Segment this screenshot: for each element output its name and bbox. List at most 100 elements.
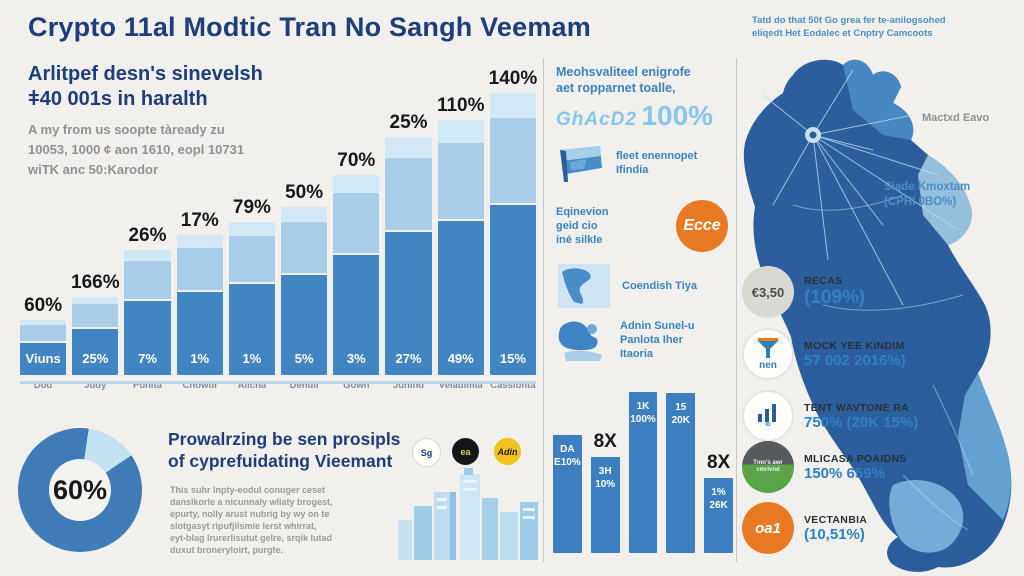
- middle-item-line: Itaoria: [620, 348, 654, 360]
- script-word: GhAcD2: [556, 109, 637, 130]
- stat-label: RECAS: [804, 275, 843, 287]
- badge-text: €3,50: [751, 284, 785, 300]
- main-chart-bar: 25% 27% Junind: [385, 112, 432, 398]
- header-note-line: Tatd do that 50t Go grea fer te-anilogso…: [752, 15, 946, 26]
- map-label-line: (CPHI 0BO%): [884, 196, 957, 208]
- bar-inner-label: 1%: [242, 351, 262, 366]
- bar-column: 15%: [489, 93, 537, 375]
- bar-inner-label: Viuns: [25, 351, 61, 366]
- bar-x-label: Ponita: [132, 380, 163, 391]
- logo-text: ea: [460, 446, 471, 457]
- bar-top-label: 25%: [389, 112, 428, 133]
- middle-item: Adnin Sunel-u Panlota Iher Itaoria: [554, 315, 730, 365]
- middle-item-line: Coendish Tiya: [622, 280, 697, 292]
- main-chart-bar: 140% 15% Cassiohta: [489, 68, 538, 398]
- stat-value: 57 002 2016%): [804, 351, 906, 369]
- middle-item: fleet enennopet Ifindia: [556, 142, 728, 184]
- left-body-line: wiTK anc 50:Karodor: [28, 162, 159, 177]
- left-heading-line: ǂ40 001s in haralth: [28, 88, 208, 110]
- badge-text: oa1: [755, 519, 781, 537]
- logo-text: Adin: [497, 446, 518, 457]
- bar-inner-label: 15%: [499, 351, 526, 366]
- network-lines: [762, 69, 959, 306]
- middle-item: Eqinevion geid cio iné silkle Ecce: [556, 200, 728, 252]
- map-label-line: Siade Kmoxtam: [884, 181, 971, 193]
- bar-column: 27%: [385, 137, 432, 375]
- province-borders: [792, 194, 974, 531]
- bar-column: 1% 26K: [704, 478, 733, 553]
- map-label-top: Mactxd Eavo: [922, 112, 990, 124]
- map-region-icon: [558, 264, 610, 308]
- stat-label: TENT WAVTONE RA: [804, 401, 910, 414]
- logo-text: Sg: [420, 447, 433, 458]
- bar-top-label: 166%: [71, 272, 120, 293]
- bottom-body-text: This suhr lnpty-eodul conuger ceset dans…: [170, 484, 333, 556]
- bottom-heading-line: Prowalrzing be sen prosipls: [168, 429, 401, 449]
- bar-column: 25%: [72, 297, 119, 375]
- middle-item-line: Panlota Iher: [620, 334, 683, 346]
- bar-column: 7%: [124, 250, 171, 375]
- bars-badge: Ib: [742, 390, 794, 442]
- donut-center-value: 60%: [49, 459, 111, 521]
- mini-bar-chart: DA E10% 8X 3H 10% 1K 100% 15 20K 8X 1% 26K: [550, 383, 736, 553]
- middle-big-stat: GhAcD2 100%: [556, 100, 713, 132]
- bar-x-label: Gowh: [343, 380, 370, 391]
- bar-inner-label: 10%: [595, 479, 616, 490]
- main-chart-bar: 17% 1% Chowtil: [176, 210, 223, 398]
- ecce-badge: Ecce: [676, 200, 728, 252]
- left-heading-line: Arlitpef desn's sinevelsh: [28, 63, 263, 85]
- bottom-heading-line: of cyprefuidating Vieemant: [168, 451, 393, 471]
- main-chart-bar: 70% 3% Gowh: [333, 150, 380, 398]
- bar-top-label: 60%: [24, 295, 63, 316]
- bar-top-label: 110%: [436, 95, 485, 116]
- multiplier-callout: 8X: [706, 452, 731, 473]
- badge-text: Tmn's awr cmrlvnd: [753, 460, 783, 473]
- main-chart-bar: 50% 5% Dehull: [281, 182, 328, 398]
- logo-badge-white: Sg: [412, 438, 441, 467]
- oa1-badge: oa1: [742, 502, 794, 554]
- stat-label: MLICASA POAIDNS: [804, 452, 907, 465]
- middle-item-line: fleet enennopet: [616, 150, 698, 162]
- bar-inner-label: 49%: [447, 351, 474, 366]
- page-title: Crypto 11al Modtic Tran No Sangh Veemam: [28, 12, 591, 42]
- bar-chart-icon: [758, 404, 776, 422]
- badge-text: nen: [759, 359, 777, 371]
- main-chart-baseline: [20, 381, 536, 384]
- middle-item-line: Eqinevion: [556, 206, 609, 218]
- bottom-body-line: This suhr lnpty-eodul conuger ceset: [170, 485, 326, 495]
- bar-inner-label: E10%: [554, 457, 581, 468]
- bar-column: 1%: [176, 235, 223, 375]
- main-bar-chart: 60% Viuns Dod 166% 25% Judy 26% 7% Ponita 17% 1% Ch…: [20, 68, 537, 398]
- land-mass-icon: [558, 321, 602, 361]
- middle-item-text: Coendish Tiya: [622, 279, 697, 293]
- funnel-icon: [757, 337, 779, 358]
- bar-inner-label: 3%: [346, 351, 366, 366]
- mini-chart-bar: 1K 100%: [628, 392, 658, 553]
- header-note-line: eliqedt Het Eodalec et Cnptry Camcoots: [752, 28, 933, 39]
- section-divider: [736, 58, 737, 562]
- bar-inner-label: 20K: [671, 415, 690, 426]
- bar-column: 3H 10%: [590, 457, 620, 553]
- bar-x-label: Junind: [392, 380, 425, 391]
- stat-row: Tmn's awr cmrlvnd MLICASA POAIDNS 150% 6…: [742, 441, 942, 493]
- bar-x-label: Dehull: [289, 380, 319, 391]
- stat-value: (10,51%): [804, 525, 865, 543]
- middle-item-line: Ifindia: [616, 164, 649, 176]
- middle-header-line: aet ropparnet toalle,: [556, 81, 676, 95]
- bar-column: 15 20K: [666, 393, 696, 553]
- bar-x-label: Alicna: [237, 380, 267, 391]
- bar-top-label: 26%: [128, 225, 167, 246]
- middle-item: Coendish Tiya: [556, 262, 728, 310]
- stat-row: oa1 VECTANBIA (10,51%): [742, 502, 942, 554]
- bar-inner-label: 26K: [709, 500, 728, 511]
- logo-badge-yellow: Adin: [494, 438, 521, 465]
- left-body-line: 10053, 1000 ¢ aon 1610, eopl 10731: [28, 142, 245, 157]
- stat-value: 750% (20K 15%): [804, 413, 919, 431]
- logo-badge-black: ea: [452, 438, 479, 465]
- left-body-line: A my from us soopte tàready zu: [28, 122, 225, 137]
- big-percvalue: 100%: [641, 100, 714, 131]
- bottom-body-line: slotgasyt ripufjilsmie lerst whirrat,: [170, 521, 317, 531]
- main-chart-bar: 26% 7% Ponita: [124, 225, 171, 398]
- bar-inner-label: 27%: [395, 351, 422, 366]
- main-chart-bar: 60% Viuns Dod: [20, 295, 67, 398]
